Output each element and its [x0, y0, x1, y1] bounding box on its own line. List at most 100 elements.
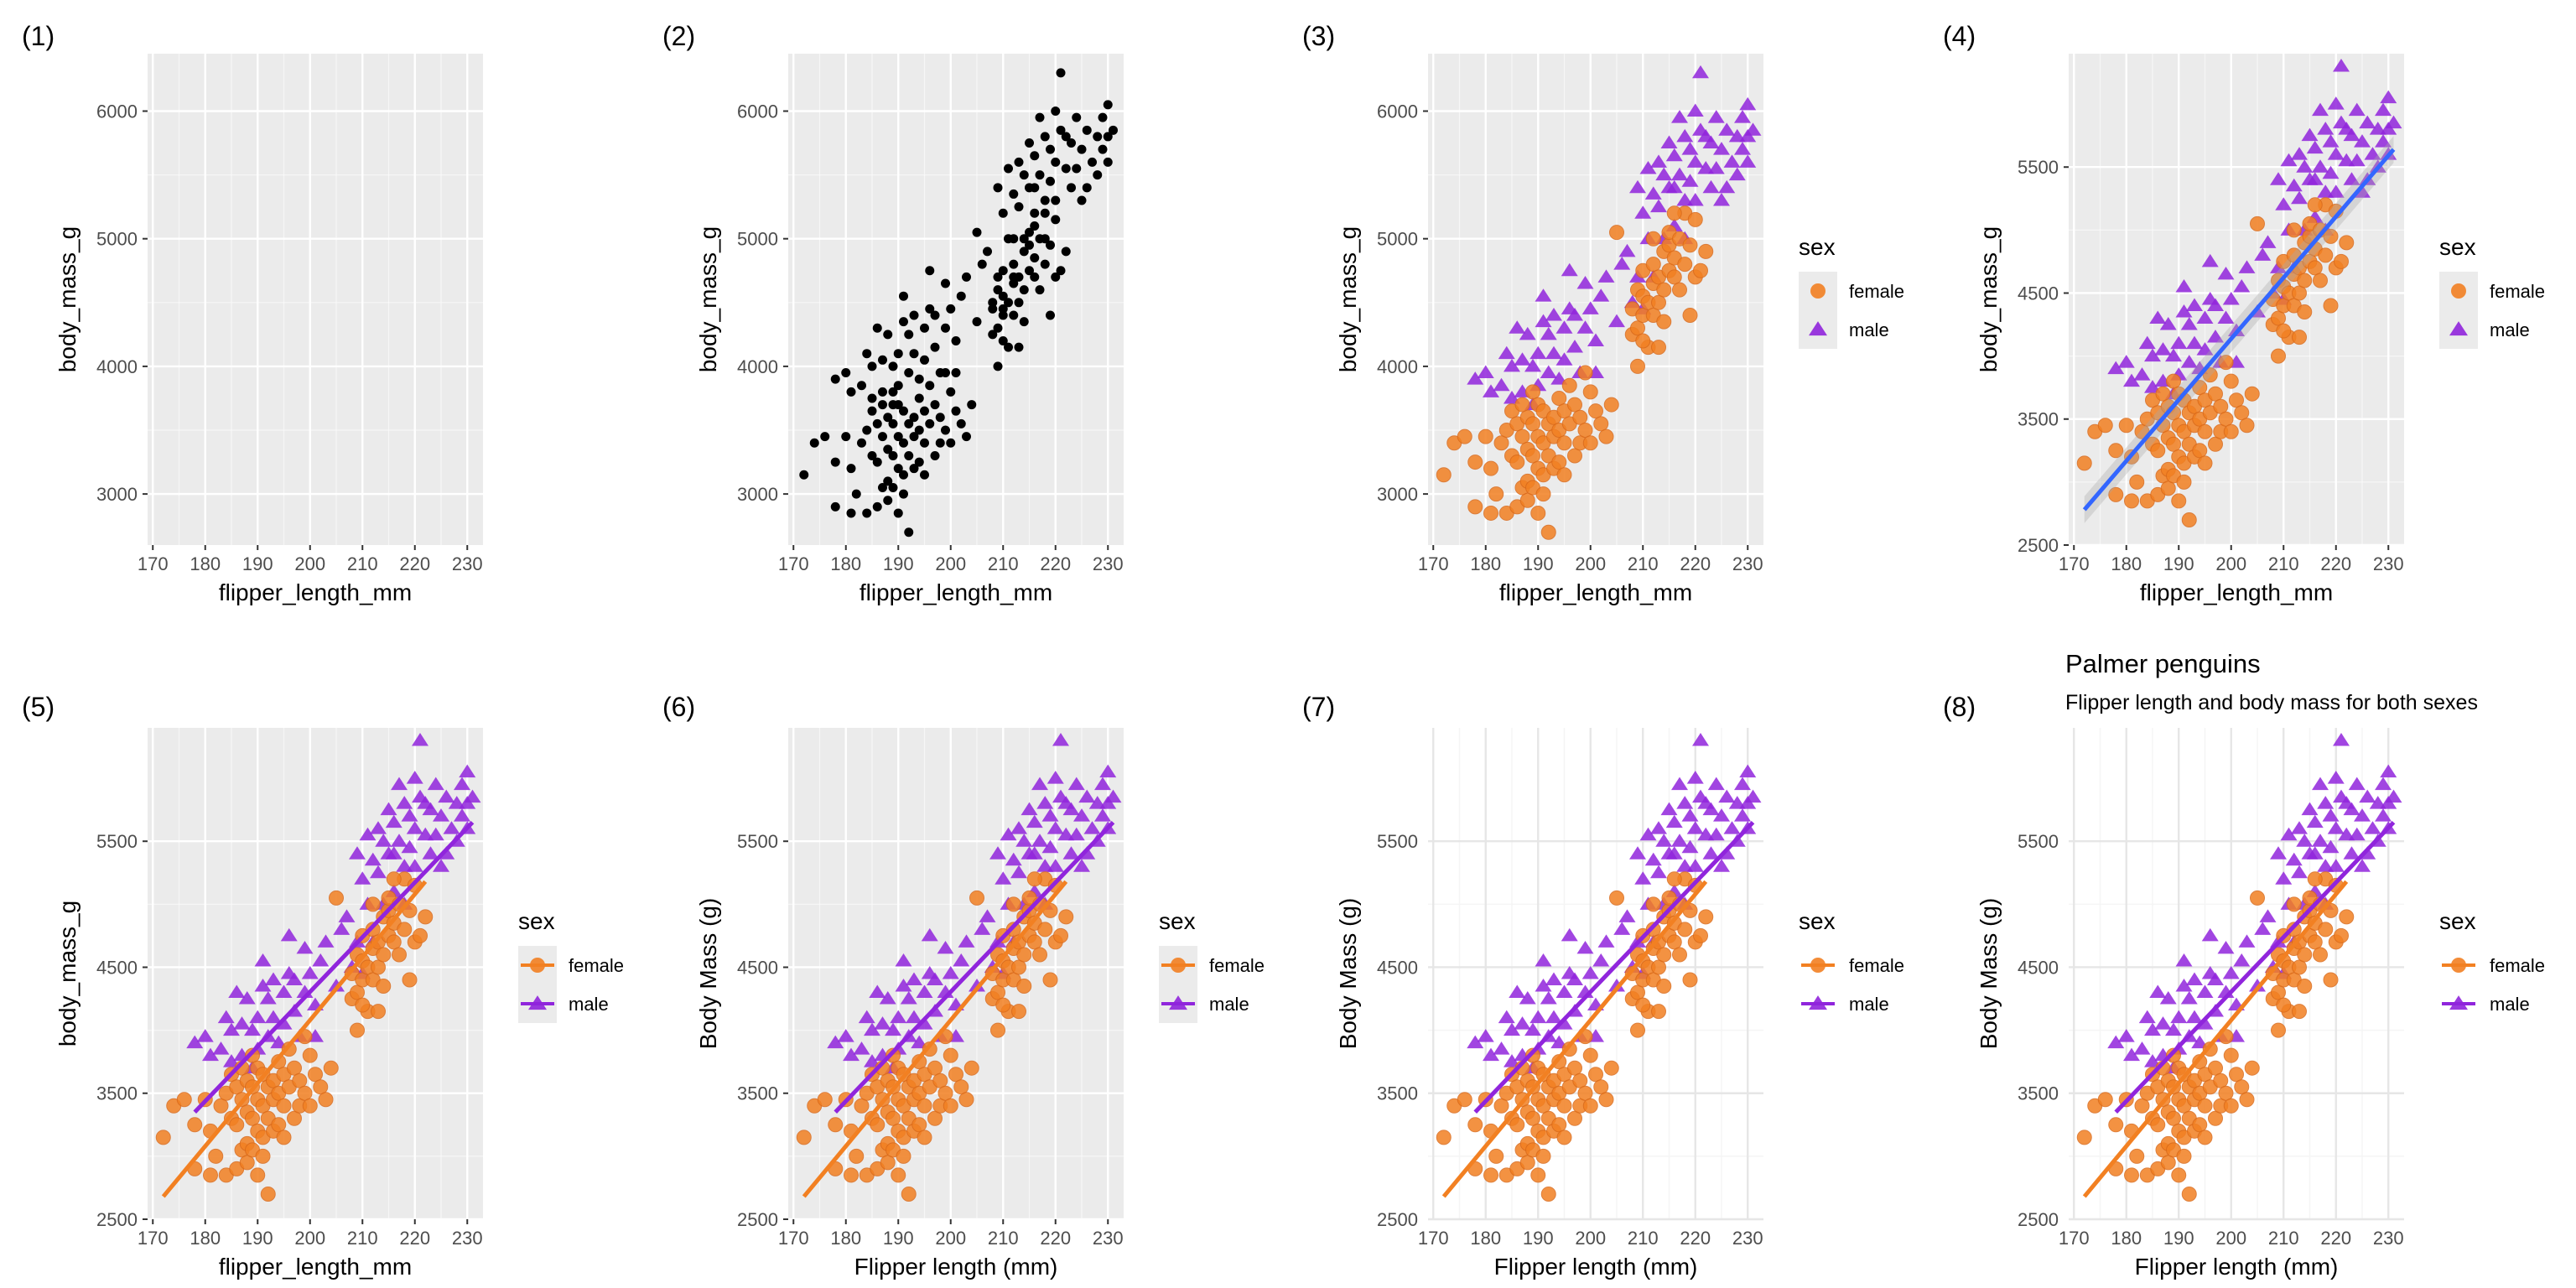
legend-title: sex — [2439, 234, 2476, 260]
data-point — [867, 361, 877, 371]
data-point — [857, 438, 866, 448]
data-point-male — [233, 1016, 251, 1030]
data-point — [930, 342, 940, 352]
data-point — [846, 508, 856, 518]
data-point-female — [2323, 298, 2339, 314]
data-point-male — [2338, 153, 2355, 167]
data-point — [1093, 170, 1103, 180]
data-point-female — [1645, 896, 1661, 912]
data-point-male — [1477, 365, 1494, 378]
data-point — [1014, 298, 1024, 308]
data-point-male — [1655, 834, 1673, 847]
data-point-male — [1477, 1029, 1494, 1042]
data-point-female — [2176, 1148, 2192, 1164]
data-point-male — [364, 852, 382, 866]
data-point-female — [844, 1167, 859, 1183]
data-point-male — [1734, 110, 1751, 123]
data-point-female — [313, 1079, 329, 1095]
data-point-male — [1728, 167, 1746, 181]
data-point-female — [1645, 231, 1661, 247]
data-point-male — [1078, 789, 1096, 803]
data-point-female — [1603, 397, 1619, 413]
data-point — [878, 483, 887, 493]
panel-label: (8) — [1943, 692, 1976, 722]
data-point — [1035, 285, 1045, 295]
data-point-female — [1698, 909, 1714, 925]
data-point-male — [433, 859, 449, 872]
data-point-female — [2271, 1022, 2286, 1038]
x-tick-label: 190 — [2163, 553, 2194, 574]
data-point-female — [1483, 460, 1498, 476]
y-tick-label: 4500 — [737, 957, 778, 978]
data-point-male — [1723, 821, 1741, 834]
data-point — [914, 425, 924, 435]
data-point-female — [2171, 493, 2187, 509]
panel-label: (2) — [662, 21, 695, 51]
data-point-male — [2364, 821, 2381, 834]
data-point-male — [2333, 59, 2350, 72]
data-point — [930, 450, 940, 460]
data-point-male — [995, 871, 1012, 885]
legend-label: female — [2490, 281, 2545, 302]
data-point — [988, 298, 998, 308]
data-point-female — [1656, 282, 1672, 298]
data-point — [888, 450, 898, 460]
data-point — [1009, 310, 1019, 320]
data-point-female — [2313, 273, 2328, 288]
data-point — [998, 266, 1008, 276]
data-point-female — [1577, 365, 1593, 381]
data-point-male — [265, 972, 282, 985]
data-point — [1061, 247, 1071, 257]
data-point-male — [2259, 909, 2277, 922]
data-point — [993, 183, 1003, 193]
data-point-male — [1555, 984, 1573, 999]
data-point-male — [2375, 776, 2392, 791]
data-point-female — [917, 1098, 932, 1114]
data-point-female — [927, 1060, 943, 1076]
data-point-male — [1576, 940, 1594, 954]
x-axis-label: Flipper length (mm) — [2135, 1254, 2339, 1280]
data-point-male — [212, 1041, 230, 1055]
x-tick-label: 220 — [1040, 1228, 1071, 1249]
data-point-female — [1016, 947, 1032, 963]
data-point-female — [1588, 403, 1603, 419]
data-point-male — [2186, 972, 2203, 985]
data-point-male — [2322, 134, 2340, 148]
data-point — [872, 418, 882, 428]
data-point-male — [2238, 934, 2256, 948]
data-point-female — [2129, 474, 2145, 490]
x-tick-label: 190 — [242, 553, 273, 574]
data-point-female — [386, 934, 402, 950]
data-point — [904, 368, 914, 378]
data-point-female — [2292, 1004, 2307, 1020]
x-tick-label: 180 — [830, 553, 861, 574]
data-point-female — [1666, 269, 1682, 285]
data-point-male — [2165, 1022, 2182, 1036]
data-point — [867, 406, 877, 416]
legend-label: male — [2490, 994, 2530, 1015]
data-point — [1098, 112, 1108, 122]
fit-line-female — [2082, 880, 2349, 1198]
data-point-female — [2076, 1130, 2092, 1145]
data-point — [862, 425, 872, 435]
data-point-male — [433, 808, 449, 822]
data-point-male — [1671, 834, 1688, 847]
data-point-female — [2307, 260, 2323, 276]
data-point-male — [238, 991, 256, 1005]
y-tick-label: 2500 — [2018, 1209, 2059, 1230]
data-layer — [155, 733, 481, 1202]
y-tick-label: 4500 — [2018, 957, 2059, 978]
data-point-male — [1046, 821, 1064, 834]
data-point — [1093, 132, 1103, 142]
data-point-male — [2359, 115, 2376, 129]
y-axis-label: body_mass_g — [55, 901, 80, 1046]
data-point-male — [942, 966, 959, 979]
data-point-female — [203, 1167, 218, 1183]
data-point-male — [879, 991, 896, 1005]
data-point-female — [1026, 871, 1042, 887]
fit-line-female — [161, 880, 428, 1198]
panel-label: (4) — [1943, 21, 1976, 51]
data-point-male — [1681, 174, 1699, 187]
data-point — [1035, 170, 1045, 180]
data-point-female — [1593, 1079, 1609, 1095]
